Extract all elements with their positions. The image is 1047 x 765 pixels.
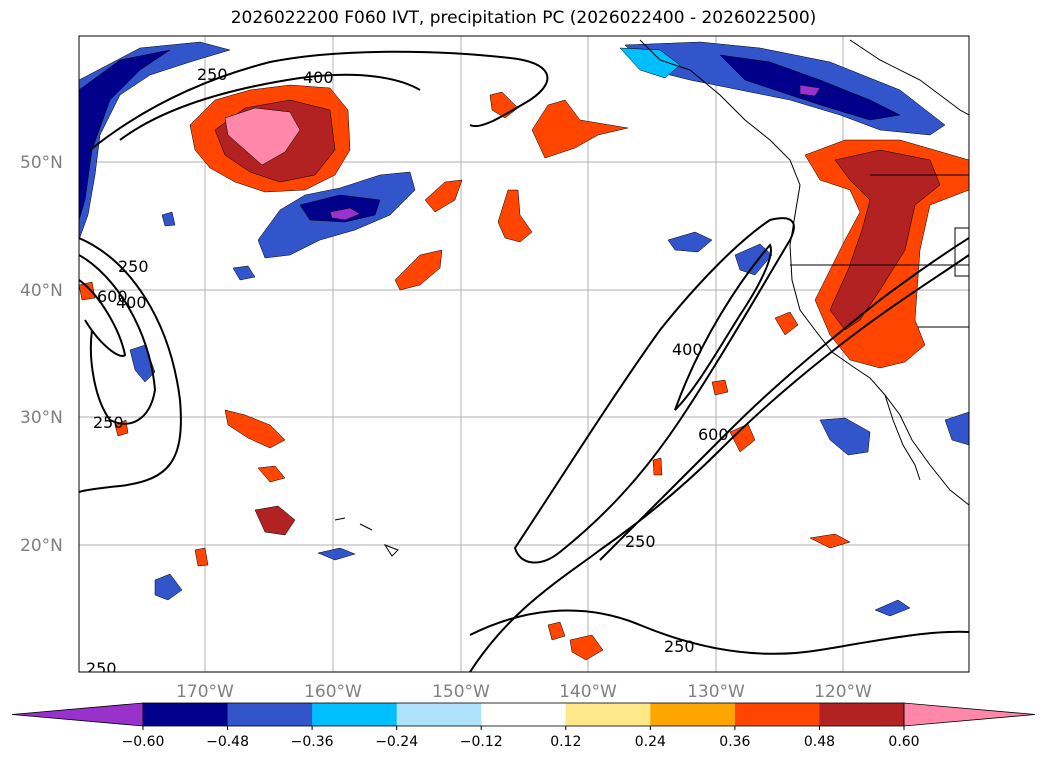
lat-label: 30°N <box>20 408 63 428</box>
ivt-contours <box>79 50 969 672</box>
contour-label: 250 <box>86 659 117 678</box>
colorbar-segment <box>396 703 482 726</box>
neg-patch-west-core <box>79 49 171 221</box>
negative-anomaly-patches <box>79 41 969 617</box>
lat-label: 20°N <box>20 536 63 556</box>
pos-patch-north-pacific-core <box>224 107 301 166</box>
contour-ar-250 <box>513 217 795 564</box>
contour-west-outer <box>79 237 182 493</box>
contour-label: 250 <box>625 532 656 551</box>
contour-400-north <box>119 73 421 141</box>
lon-label: 130°W <box>687 682 745 702</box>
lon-label: 140°W <box>559 682 617 702</box>
colorbar-tick-label: 0.36 <box>719 734 750 750</box>
neg-patch-central-core <box>299 194 381 223</box>
contour-ar-400 <box>674 243 772 411</box>
colorbar-extend-high <box>903 702 1036 727</box>
colorbar-tick-label: 0.60 <box>888 734 919 750</box>
contour-label: 400 <box>303 68 334 87</box>
contour-label: 250 <box>93 413 124 432</box>
contour-labels: 250 400 250 600 400 250 250 400 600 250 … <box>86 65 729 678</box>
contour-label: 250 <box>118 257 149 276</box>
contour-label: 600 <box>97 287 128 306</box>
lon-label: 170°W <box>176 682 234 702</box>
colorbar-tick-label: −0.24 <box>375 734 418 750</box>
coastlines <box>334 39 969 557</box>
colorbar-tick-label: −0.48 <box>206 734 249 750</box>
contour-250-south <box>469 609 969 655</box>
lon-label: 150°W <box>432 682 490 702</box>
lon-label: 120°W <box>814 682 872 702</box>
contour-ar-600 <box>599 237 969 561</box>
colorbar-segment <box>481 703 567 726</box>
map-title: 2026022200 F060 IVT, precipitation PC (2… <box>230 8 817 28</box>
map-border <box>78 35 970 673</box>
colorbar-segment <box>819 703 905 726</box>
positive-anomaly-patches <box>79 84 969 661</box>
lat-label: 40°N <box>20 281 63 301</box>
colorbar-tick-label: 0.48 <box>804 734 835 750</box>
contour-label: 400 <box>116 293 147 312</box>
colorbar-border <box>142 702 905 727</box>
contour-label: 600 <box>698 425 729 444</box>
colorbar-tick-label: −0.60 <box>122 734 165 750</box>
colorbar-tick-label: −0.12 <box>460 734 503 750</box>
contour-label: 250 <box>197 65 228 84</box>
colorbar-segment <box>227 703 313 726</box>
contour-label: 250 <box>664 637 695 656</box>
colorbar-segment <box>143 703 229 726</box>
neg-patch-small-1 <box>667 231 713 253</box>
colorbar: −0.60 −0.48 −0.36 −0.24 −0.12 0.12 0.24 0.36 0.4… <box>11 702 1036 750</box>
colorbar-extend-low <box>11 702 144 727</box>
lat-label: 50°N <box>20 153 63 173</box>
colorbar-segment <box>650 703 736 726</box>
contour-ar-outer <box>469 254 969 672</box>
latitude-labels: 50°N 40°N 30°N 20°N <box>20 153 63 556</box>
colorbar-segment <box>312 703 398 726</box>
colorbar-segment <box>565 703 651 726</box>
longitude-labels: 170°W 160°W 150°W 140°W 130°W 120°W <box>176 682 872 702</box>
colorbar-tick-label: −0.36 <box>291 734 334 750</box>
colorbar-tick-label: 0.12 <box>550 734 581 750</box>
contour-label: 400 <box>672 340 703 359</box>
colorbar-tick-label: 0.24 <box>635 734 666 750</box>
colorbar-segment <box>734 703 820 726</box>
lon-label: 160°W <box>304 682 362 702</box>
contour-250-north <box>89 50 549 151</box>
